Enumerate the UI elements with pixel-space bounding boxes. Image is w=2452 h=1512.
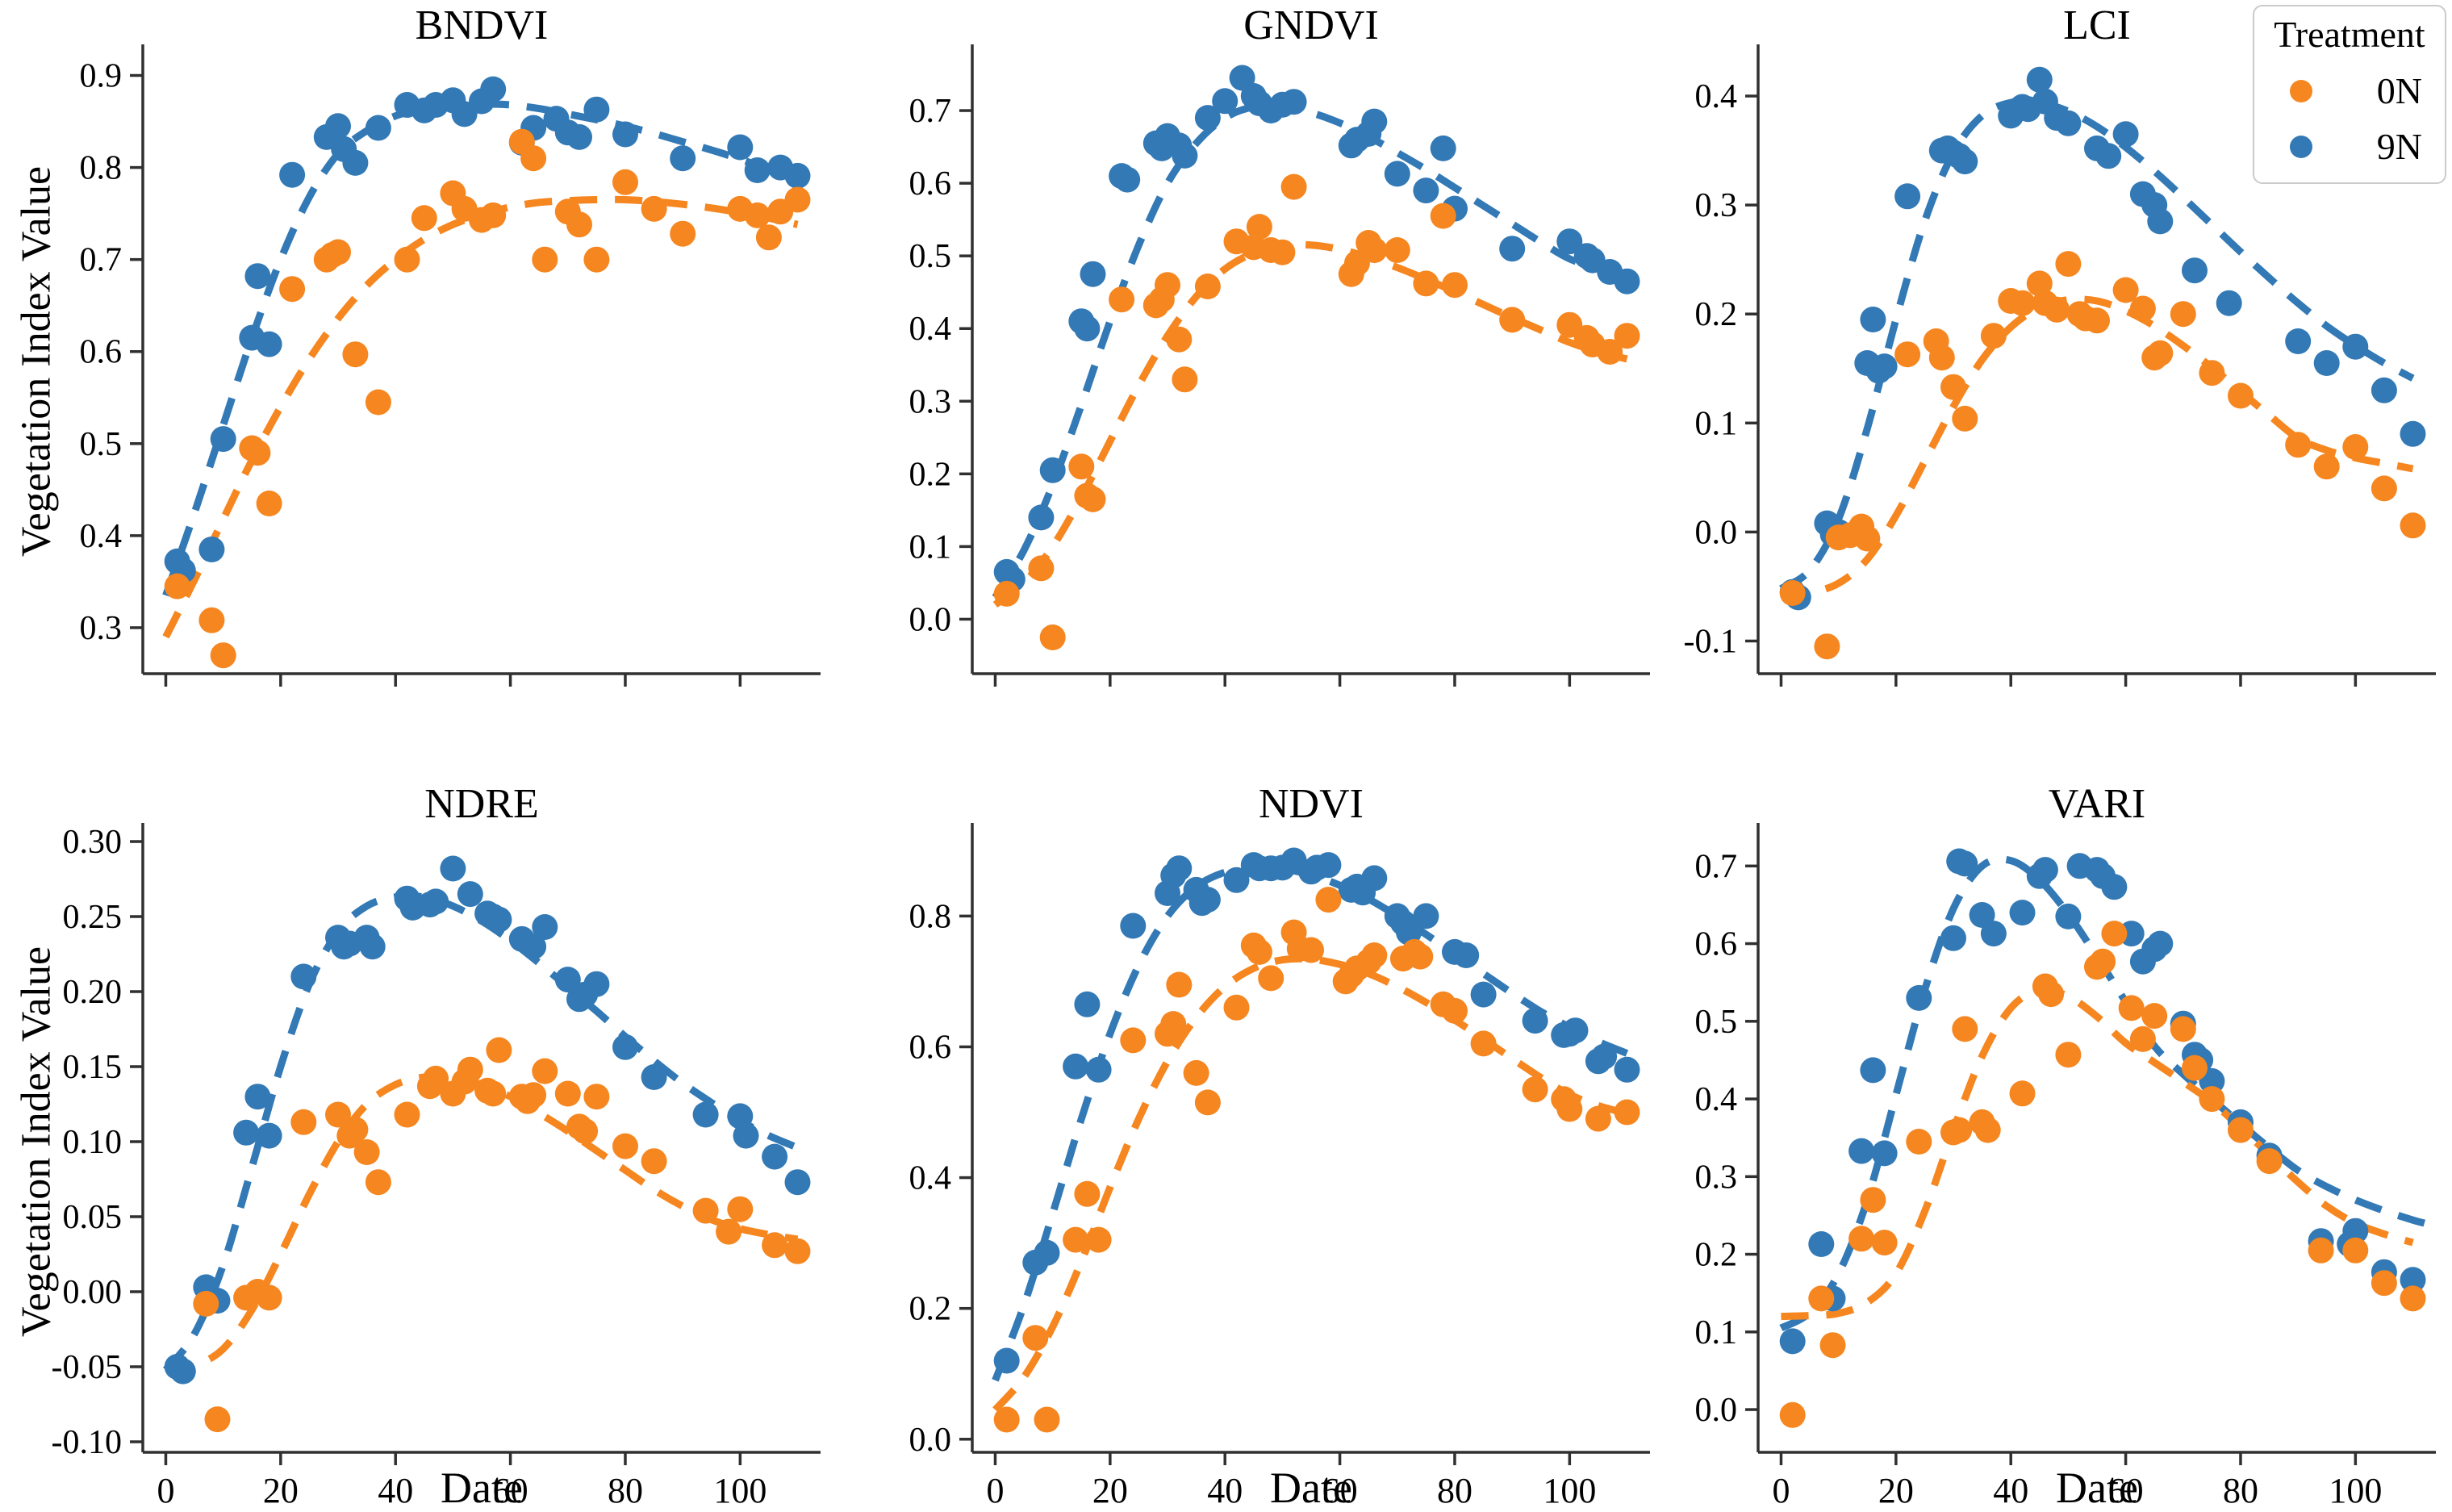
legend-entry-0n: 0N — [2254, 69, 2445, 112]
subplot-gndvi: 0.0 0.1 0.2 0.3 0.4 0.5 0.6 0.7 GNDVI — [847, 0, 1665, 706]
svg-text:0.8: 0.8 — [909, 898, 952, 935]
svg-text:0.3: 0.3 — [1695, 1159, 1738, 1196]
svg-text:-0.1: -0.1 — [1684, 623, 1738, 660]
svg-text:60: 60 — [2108, 1471, 2144, 1508]
gndvi-plot-area: 0.0 0.1 0.2 0.3 0.4 0.5 0.6 0.7 — [909, 44, 1650, 687]
svg-text:0: 0 — [157, 1471, 174, 1508]
subplot-title-ndvi: NDVI — [1259, 781, 1364, 827]
subplot-title-ndre: NDRE — [424, 781, 539, 827]
svg-text:80: 80 — [2223, 1471, 2258, 1508]
svg-text:80: 80 — [608, 1471, 643, 1508]
svg-text:0: 0 — [986, 1471, 1004, 1508]
lci-plot-area: -0.1 0.0 0.1 0.2 0.3 0.4 — [1684, 44, 2436, 687]
svg-text:0.6: 0.6 — [80, 334, 123, 371]
svg-text:0.9: 0.9 — [80, 58, 123, 95]
legend-label-9n: 9N — [2376, 126, 2422, 167]
svg-text:100: 100 — [713, 1471, 767, 1508]
svg-text:0.05: 0.05 — [63, 1199, 123, 1236]
svg-text:0.2: 0.2 — [1695, 1237, 1738, 1274]
legend-title: Treatment — [2274, 14, 2425, 55]
x-axis-label-ndvi: Date — [1270, 1464, 1352, 1512]
svg-text:0.2: 0.2 — [909, 1291, 952, 1328]
svg-text:-0.10: -0.10 — [52, 1424, 123, 1461]
svg-text:60: 60 — [493, 1471, 528, 1508]
svg-text:0.3: 0.3 — [1695, 187, 1738, 224]
svg-text:0.30: 0.30 — [63, 824, 123, 861]
svg-text:100: 100 — [2329, 1471, 2382, 1508]
legend-entry-9n: 9N — [2254, 125, 2445, 168]
svg-text:-0.05: -0.05 — [52, 1349, 123, 1386]
subplot-title-lci: LCI — [2063, 2, 2131, 48]
svg-text:0.2: 0.2 — [1695, 296, 1738, 333]
svg-text:0.20: 0.20 — [63, 974, 123, 1011]
legend-marker-9n-icon — [2290, 135, 2312, 158]
svg-text:20: 20 — [1878, 1471, 1914, 1508]
svg-text:0.1: 0.1 — [909, 528, 952, 566]
svg-text:0.7: 0.7 — [80, 242, 123, 279]
bndvi-plot-area: 0.3 0.4 0.5 0.6 0.7 0.8 0.9 — [80, 44, 821, 687]
svg-text:20: 20 — [263, 1471, 299, 1508]
svg-text:0.6: 0.6 — [909, 165, 952, 203]
svg-text:40: 40 — [1993, 1471, 2028, 1508]
svg-text:0.8: 0.8 — [80, 150, 123, 187]
svg-text:0.6: 0.6 — [1695, 926, 1738, 963]
svg-text:0.0: 0.0 — [1695, 514, 1738, 551]
svg-text:0.4: 0.4 — [80, 518, 123, 555]
svg-text:40: 40 — [378, 1471, 413, 1508]
svg-text:0.0: 0.0 — [1695, 1392, 1738, 1429]
svg-text:0.7: 0.7 — [1695, 848, 1738, 885]
legend: Treatment 0N 9N — [2253, 5, 2446, 184]
subplot-lci: -0.1 0.0 0.1 0.2 0.3 0.4 LCI — [1633, 0, 2450, 706]
subplot-bndvi: 0.3 0.4 0.5 0.6 0.7 0.8 0.9 BNDVI — [18, 0, 835, 706]
svg-text:0.2: 0.2 — [909, 456, 952, 493]
svg-text:0.10: 0.10 — [63, 1124, 123, 1161]
subplot-ndre: -0.10 -0.05 0.00 0.05 0.10 0.15 0.20 0.25 0.30 0 2… — [18, 771, 835, 1512]
subplot-title-bndvi: BNDVI — [415, 2, 549, 48]
ndre-plot-area: -0.10 -0.05 0.00 0.05 0.10 0.15 0.20 0.25 0.30 0 2… — [52, 823, 821, 1508]
svg-text:0.00: 0.00 — [63, 1274, 123, 1311]
ndvi-plot-area: 0.0 0.2 0.4 0.6 0.8 0 20 40 60 80 100 — [909, 823, 1650, 1508]
svg-text:0.4: 0.4 — [1695, 1081, 1738, 1118]
svg-text:0.3: 0.3 — [909, 383, 952, 420]
svg-text:0.3: 0.3 — [80, 610, 123, 647]
legend-label-0n: 0N — [2376, 70, 2422, 111]
svg-text:0.5: 0.5 — [909, 238, 952, 275]
subplot-ndvi: 0.0 0.2 0.4 0.6 0.8 0 20 40 60 80 100 NDVI Date — [847, 771, 1665, 1512]
svg-text:0.4: 0.4 — [1695, 78, 1738, 115]
x-axis-label-ndre: Date — [441, 1464, 523, 1512]
subplot-vari: 0.0 0.1 0.2 0.3 0.4 0.5 0.6 0.7 0 20 40 60 80 100 VAR… — [1633, 771, 2450, 1512]
svg-text:40: 40 — [1207, 1471, 1243, 1508]
svg-text:0.4: 0.4 — [909, 311, 952, 348]
svg-text:0.5: 0.5 — [1695, 1004, 1738, 1041]
subplot-title-gndvi: GNDVI — [1243, 2, 1379, 48]
svg-text:0.4: 0.4 — [909, 1160, 952, 1197]
svg-text:0.7: 0.7 — [909, 93, 952, 130]
svg-text:0.25: 0.25 — [63, 899, 123, 936]
svg-text:0: 0 — [1772, 1471, 1790, 1508]
vari-plot-area: 0.0 0.1 0.2 0.3 0.4 0.5 0.6 0.7 0 20 40 60 80 100 — [1695, 823, 2436, 1508]
svg-text:0.1: 0.1 — [1695, 405, 1738, 442]
svg-text:80: 80 — [1437, 1471, 1472, 1508]
svg-text:0.0: 0.0 — [909, 601, 952, 638]
svg-text:0.0: 0.0 — [909, 1422, 952, 1459]
svg-text:0.5: 0.5 — [80, 426, 123, 463]
svg-text:0.6: 0.6 — [909, 1029, 952, 1066]
svg-text:0.15: 0.15 — [63, 1049, 123, 1086]
svg-text:100: 100 — [1543, 1471, 1596, 1508]
x-axis-label-vari: Date — [2056, 1464, 2138, 1512]
svg-text:60: 60 — [1322, 1471, 1358, 1508]
svg-text:0.1: 0.1 — [1695, 1314, 1738, 1351]
svg-text:20: 20 — [1092, 1471, 1128, 1508]
legend-marker-0n-icon — [2290, 79, 2312, 102]
subplot-title-vari: VARI — [2048, 781, 2146, 827]
